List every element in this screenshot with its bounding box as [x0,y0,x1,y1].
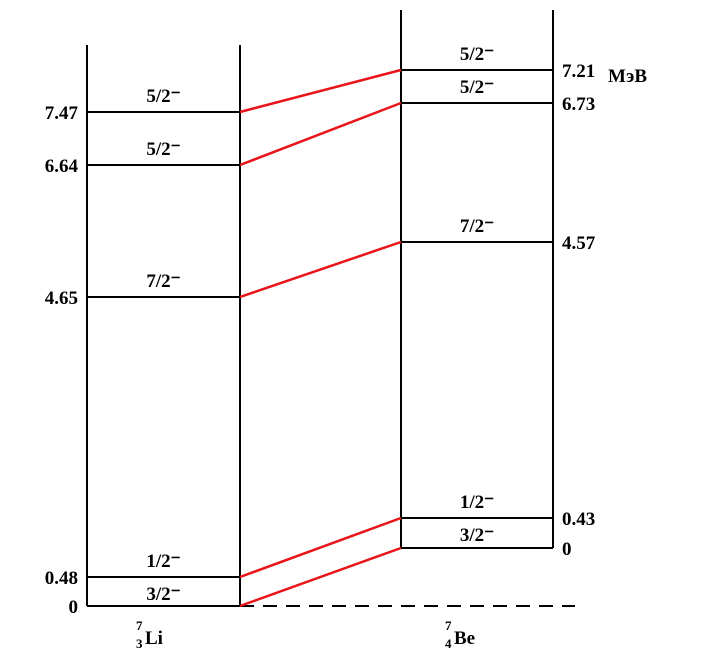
energy-label: 4.57 [562,233,596,254]
symbol: Li [145,628,163,649]
charge-number: 3 [136,636,143,651]
symbol: Be [454,628,475,649]
analog-link [239,68,402,114]
spin-label: 5/2⁻ [146,86,180,107]
analog-link [239,240,402,299]
mass-number: 7 [445,618,452,633]
spin-label: 7/2⁻ [460,216,494,237]
energy-label: 4.65 [45,288,78,309]
energy-label: 7.21 [562,61,595,82]
mass-number: 7 [136,618,143,633]
be-label: 7 4 Be [445,618,475,651]
charge-number: 4 [445,636,452,651]
spin-label: 3/2⁻ [146,584,180,605]
energy-label: 0 [69,597,79,618]
analog-link [239,516,402,579]
energy-label: 0.48 [45,568,78,589]
spin-label: 1/2⁻ [146,551,180,572]
analog-link [239,546,402,608]
spin-label: 5/2⁻ [460,77,494,98]
energy-label: 0 [562,539,572,560]
spin-label: 5/2⁻ [146,139,180,160]
li-label: 7 3 Li [136,618,163,651]
energy-label: 6.64 [45,156,79,177]
spin-label: 7/2⁻ [146,271,180,292]
energy-label: 6.73 [562,94,595,115]
unit: МэВ [608,66,647,87]
energy-label: 0.43 [562,509,595,530]
spin-label: 5/2⁻ [460,44,494,65]
levels: 7.47 5/2⁻ 6.64 5/2⁻ 4.65 7/2⁻ 0.48 1/2⁻ 0 3/2⁻ 7.2… [45,44,596,618]
spin-label: 3/2⁻ [460,525,494,546]
analog-link [239,101,402,167]
energy-label: 7.47 [45,103,79,124]
spin-label: 1/2⁻ [460,492,494,513]
